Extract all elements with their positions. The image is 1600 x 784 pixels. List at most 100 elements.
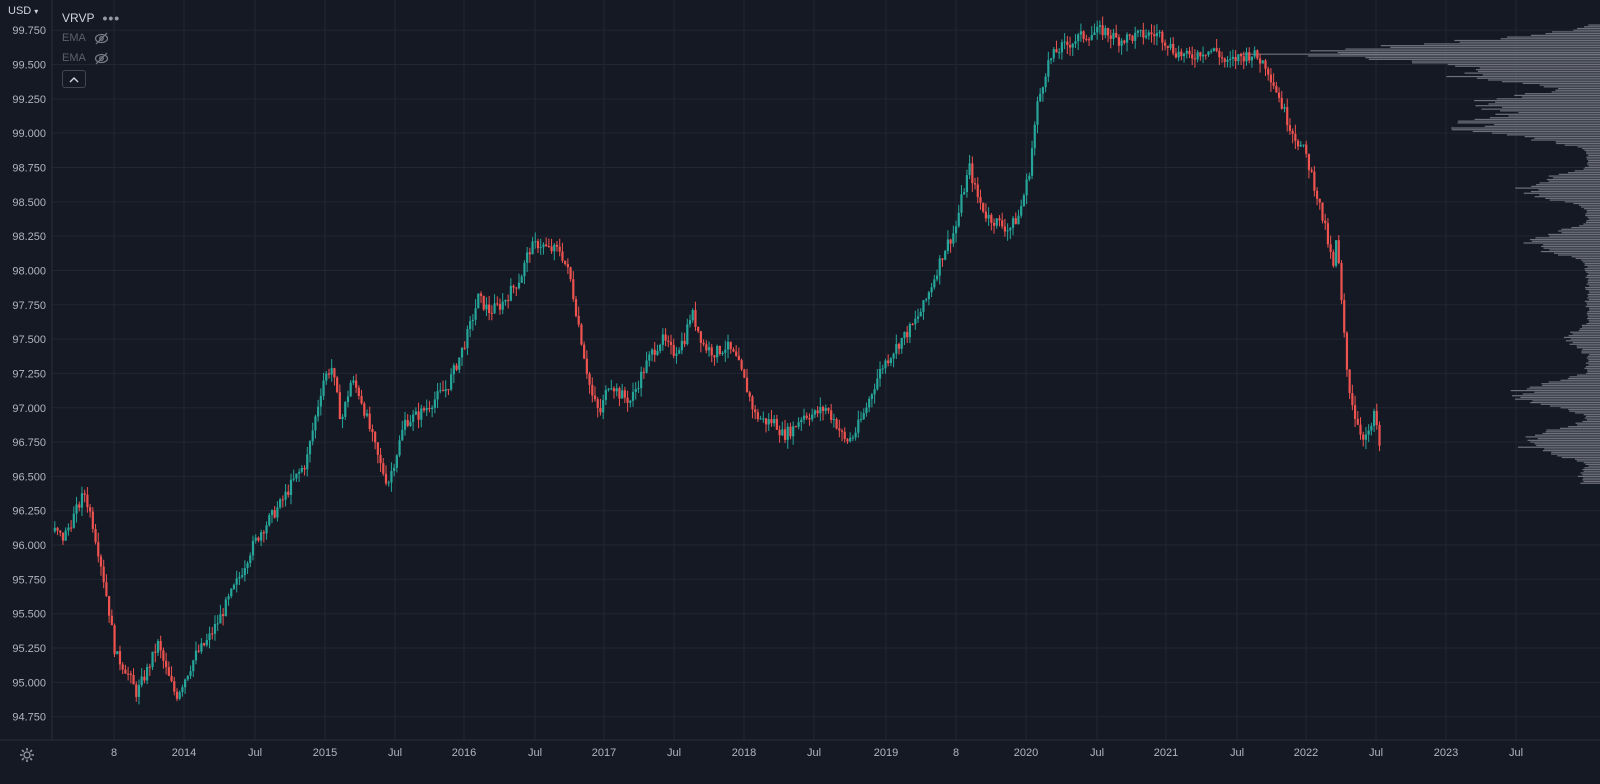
legend-row-ema-2[interactable]: EMA — [62, 48, 120, 68]
volume-profile-bar — [1586, 323, 1600, 325]
volume-profile-bar — [1531, 185, 1600, 187]
candle-body-up — [420, 408, 423, 420]
candle-body-down — [748, 392, 751, 397]
candle-body-up — [724, 349, 727, 353]
candle-body-down — [1166, 45, 1169, 48]
volume-profile-bar — [1561, 228, 1600, 230]
candle-body-down — [710, 347, 713, 356]
volume-profile-bar — [1529, 238, 1600, 241]
volume-profile-bar — [1586, 365, 1600, 368]
candle-body-down — [490, 312, 493, 314]
candle-body-down — [821, 406, 825, 411]
volume-profile-bar — [1568, 426, 1600, 428]
candle-body-down — [1356, 418, 1359, 425]
volume-profile-bar — [1585, 221, 1600, 224]
volume-profile-bar — [1530, 402, 1600, 404]
volume-profile-bar — [1548, 381, 1600, 383]
volume-profile-bar — [1586, 302, 1600, 304]
legend-row-ema-1[interactable]: EMA — [62, 28, 120, 48]
candle-body-down — [1128, 34, 1131, 36]
candle-body-up — [832, 419, 835, 421]
volume-profile-bar — [1541, 245, 1600, 248]
volume-profile-bar — [1477, 70, 1600, 72]
candle-body-up — [800, 419, 803, 423]
candle-body-up — [1147, 32, 1150, 36]
candle-body-up — [914, 318, 917, 325]
volume-profile-bar — [1588, 24, 1600, 26]
volume-profile-bar — [1571, 256, 1600, 258]
candle-body-down — [382, 463, 385, 474]
candle-body-down — [805, 415, 808, 419]
candle-body-down — [162, 650, 165, 661]
volume-profile-bar — [1583, 462, 1600, 464]
candle-body-down — [911, 323, 914, 325]
volume-profile-bar — [1585, 288, 1600, 290]
eye-crossed-icon[interactable] — [94, 32, 109, 45]
volume-profile-bar — [1543, 244, 1600, 246]
volume-profile-bar — [1337, 51, 1600, 54]
volume-profile-bar — [1586, 312, 1600, 314]
volume-profile-bar — [1580, 472, 1600, 474]
x-tick-label: Jul — [388, 747, 402, 759]
volume-profile-bar — [1555, 141, 1600, 143]
currency-selector[interactable]: USD ▾ — [8, 5, 38, 17]
volume-profile-bar — [1586, 153, 1600, 155]
legend-row-vrvp[interactable]: VRVP ••• — [62, 8, 120, 28]
candle-body-down — [441, 390, 445, 392]
volume-profile-bar — [1543, 247, 1600, 249]
candle-body-down — [577, 315, 580, 325]
volume-profile-bar — [1582, 348, 1600, 351]
candle-body-up — [1364, 434, 1368, 440]
more-dots-icon[interactable]: ••• — [102, 10, 121, 26]
candle-body-up — [1139, 30, 1142, 32]
candle-body-down — [1272, 82, 1275, 86]
candle-body-down — [167, 667, 170, 676]
candle-body-down — [512, 285, 515, 288]
x-tick-label: 2023 — [1434, 747, 1458, 759]
candle-body-up — [1009, 227, 1012, 231]
candle-body-up — [146, 666, 149, 681]
candle-body-down — [1180, 51, 1183, 57]
eye-crossed-icon[interactable] — [94, 52, 109, 65]
candle-body-down — [1291, 131, 1294, 134]
candle-body-up — [933, 279, 936, 288]
volume-profile-bar — [1365, 57, 1600, 59]
candle-body-down — [751, 396, 754, 410]
candle-body-up — [249, 555, 252, 564]
candle-body-down — [1117, 37, 1121, 46]
candle-body-up — [1090, 35, 1093, 40]
volume-profile-bar — [1584, 268, 1600, 270]
volume-profile-bar — [1574, 412, 1600, 414]
volume-profile-bar — [1584, 300, 1600, 302]
candle-body-up — [292, 478, 295, 480]
candle-body-down — [740, 360, 743, 370]
candle-body-up — [1039, 93, 1042, 102]
candle-body-up — [412, 414, 415, 422]
candle-body-down — [1087, 39, 1091, 41]
volume-profile-bar — [1502, 81, 1600, 83]
candle-body-up — [365, 413, 369, 416]
candle-body-down — [1348, 369, 1351, 394]
collapse-legend-button[interactable] — [62, 70, 86, 88]
candle-body-down — [165, 660, 168, 668]
volume-profile-bar — [1479, 67, 1600, 69]
candle-body-up — [186, 675, 189, 680]
candle-body-down — [713, 355, 716, 358]
candle-body-down — [159, 641, 162, 651]
volume-profile-bar — [1582, 474, 1600, 476]
candle-body-up — [1093, 32, 1096, 36]
candle-body-down — [121, 664, 124, 670]
candle-body-down — [1321, 202, 1324, 221]
candle-body-up — [1052, 49, 1055, 59]
gear-icon[interactable] — [19, 747, 35, 763]
volume-profile-bar — [1476, 77, 1600, 79]
candle-body-down — [1343, 300, 1346, 333]
volume-profile-bar — [1557, 455, 1600, 457]
candle-body-up — [439, 390, 442, 392]
candle-body-up — [477, 293, 480, 309]
candle-body-up — [67, 527, 70, 531]
volume-profile-bar — [1451, 127, 1600, 129]
volume-profile-bar — [1540, 403, 1600, 405]
volume-profile-bar — [1529, 386, 1600, 388]
